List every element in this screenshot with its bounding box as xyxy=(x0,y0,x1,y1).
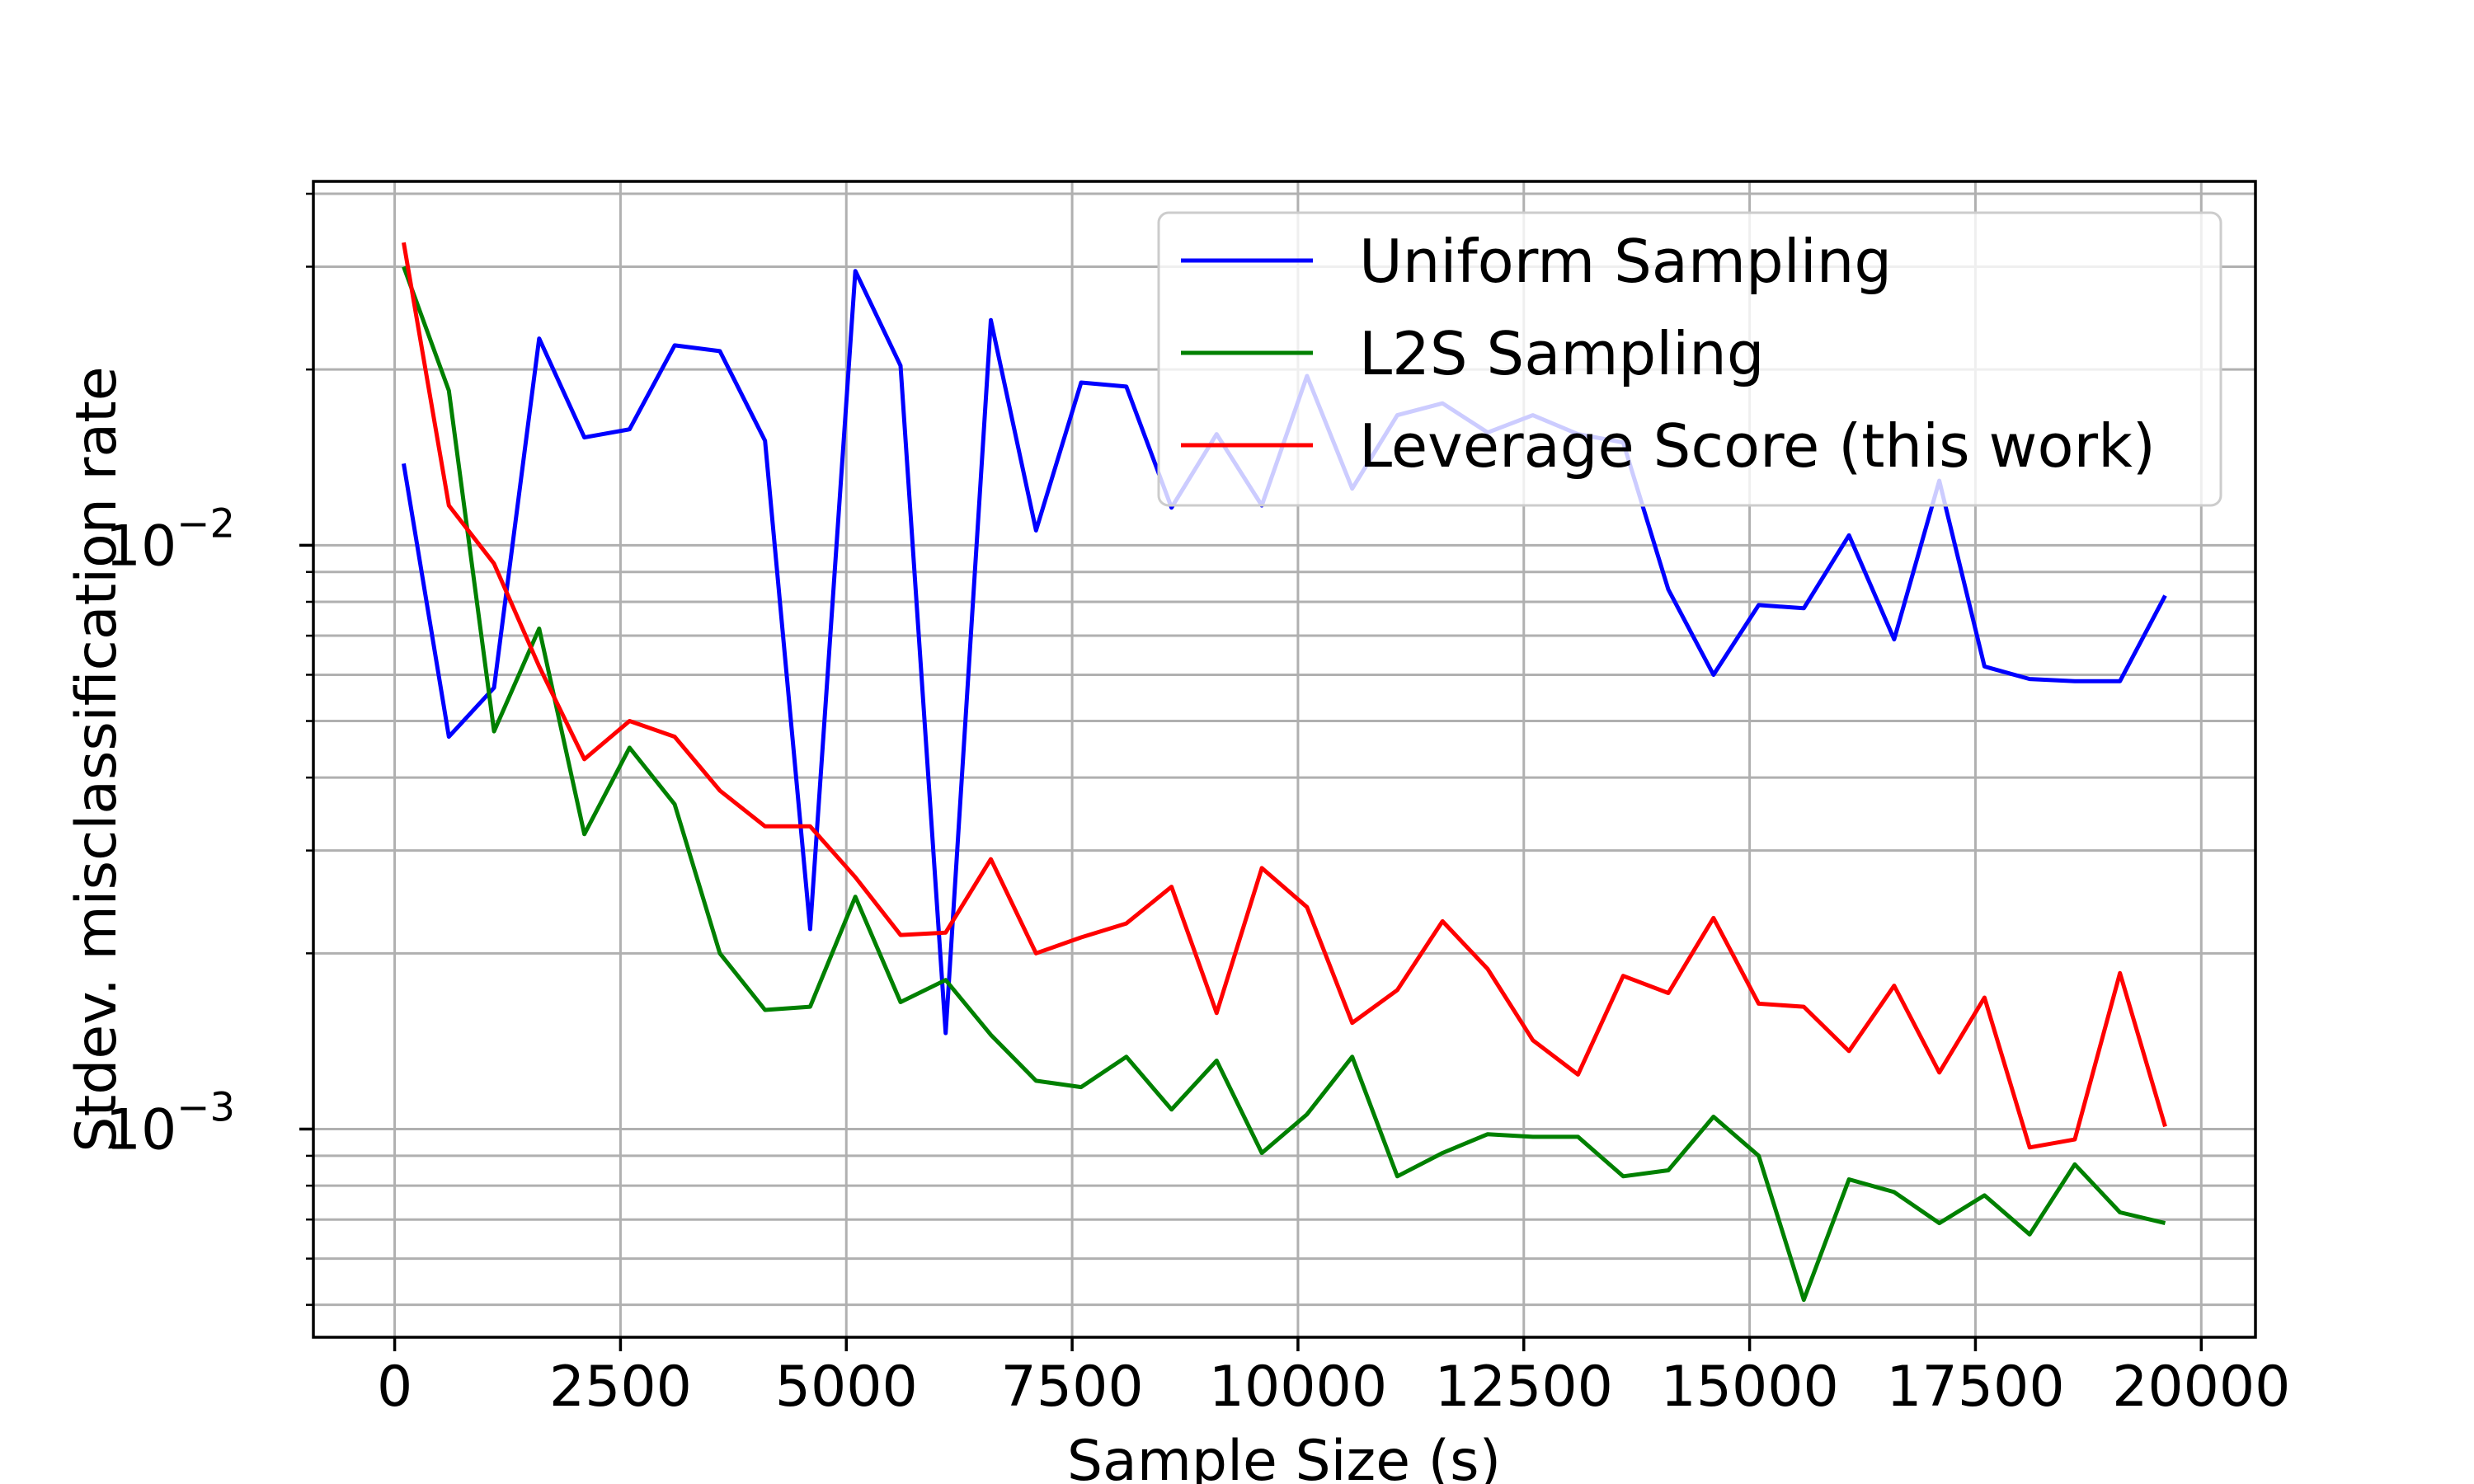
x-tick-label: 2500 xyxy=(549,1355,692,1420)
x-tick-label: 15000 xyxy=(1660,1355,1838,1420)
plot-area-frame xyxy=(312,180,2257,1339)
x-tick-label: 5000 xyxy=(775,1355,918,1420)
x-tick-label: 10000 xyxy=(1209,1355,1387,1420)
legend-label: Leverage Score (this work) xyxy=(1359,411,2156,481)
x-tick-label: 12500 xyxy=(1435,1355,1613,1420)
series-line xyxy=(402,242,2167,1150)
axis-ticks: 0 2500 5000 7500 10000 12500 15000 17500 20000 10… xyxy=(106,192,2290,1420)
legend-frame xyxy=(1157,211,2222,507)
x-tick-label: 17500 xyxy=(1886,1355,2064,1420)
legend: Uniform Sampling L2S Sampling Leverage Sco… xyxy=(1157,211,2222,507)
x-tick-label: 20000 xyxy=(2112,1355,2290,1420)
series-line xyxy=(402,265,2166,1303)
legend-label: L2S Sampling xyxy=(1359,319,1765,388)
x-tick-label: 7500 xyxy=(1001,1355,1144,1420)
x-axis-title: Sample Size (s) xyxy=(1067,1429,1501,1484)
y-tick-label: 10−2 xyxy=(106,500,235,579)
x-tick-label: 0 xyxy=(377,1355,412,1420)
y-axis-title: Stdev. misclassification rate xyxy=(64,366,129,1152)
legend-label: Uniform Sampling xyxy=(1359,227,1892,296)
